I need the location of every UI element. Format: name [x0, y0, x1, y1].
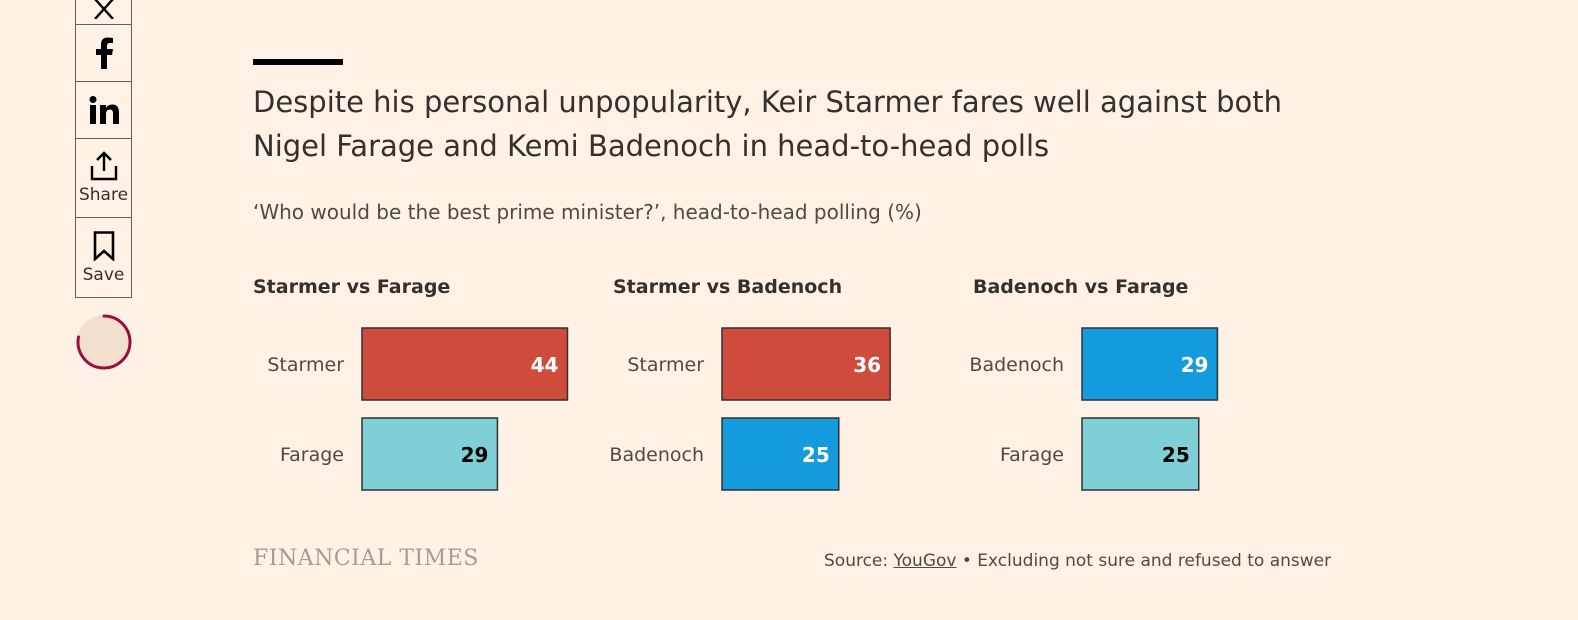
source-note: Source: YouGov • Excluding not sure and … [824, 551, 1331, 571]
share-button[interactable]: Share [75, 138, 132, 218]
panel-2: Starmer vs Badenoch Starmer 36 Badenoch 25 [609, 276, 953, 496]
panel-1: Starmer vs Farage Starmer 44 Farage 29 [253, 276, 593, 496]
category-label: Starmer [267, 354, 344, 376]
bar-badenoch [721, 417, 840, 491]
value-label: 44 [531, 353, 559, 377]
category-label: Badenoch [609, 444, 704, 466]
bar-starmer [721, 327, 891, 401]
category-label: Farage [280, 444, 344, 466]
linkedin-share-button[interactable] [75, 81, 132, 139]
panel-title: Badenoch vs Farage [973, 276, 1189, 298]
bar-farage [1081, 417, 1200, 491]
ft-logo: FINANCIAL TIMES [253, 546, 479, 571]
value-label: 25 [802, 443, 830, 467]
source-link[interactable]: YouGov [893, 551, 957, 571]
panel-title: Starmer vs Farage [253, 276, 451, 298]
panel-title: Starmer vs Badenoch [613, 276, 843, 298]
share-icon [90, 151, 117, 181]
source-text: • Excluding not sure and refused to answ… [956, 551, 1332, 571]
save-button[interactable]: Save [75, 217, 132, 298]
value-label: 36 [853, 353, 881, 377]
facebook-icon [95, 37, 113, 69]
graphic-top-rule [253, 59, 343, 65]
x-share-button[interactable] [75, 0, 132, 25]
category-label: Starmer [627, 354, 704, 376]
value-label: 29 [461, 443, 489, 467]
bar-starmer [361, 327, 569, 401]
category-label: Farage [1000, 444, 1064, 466]
bar-farage [361, 417, 499, 491]
panel-3-chart: Badenoch 29 Farage 25 [969, 327, 1219, 491]
panel-2-chart: Starmer 36 Badenoch 25 [609, 327, 891, 491]
category-label: Badenoch [969, 354, 1064, 376]
share-label: Share [78, 185, 129, 205]
bar-badenoch [1081, 327, 1219, 401]
chart-subtitle: ‘Who would be the best prime minister?’,… [253, 200, 922, 224]
source-prefix: Source: [824, 551, 894, 571]
value-label: 25 [1162, 443, 1190, 467]
facebook-share-button[interactable] [75, 24, 132, 82]
linkedin-icon [89, 96, 119, 124]
bookmark-icon [93, 230, 114, 261]
value-label: 29 [1181, 353, 1209, 377]
loading-spinner-icon [76, 314, 132, 370]
x-icon [93, 0, 114, 19]
chart-title: Despite his personal unpopularity, Keir … [253, 85, 1282, 163]
panel-3: Badenoch vs Farage Badenoch 29 Farage 25 [969, 276, 1313, 496]
save-label: Save [82, 264, 125, 285]
panel-1-chart: Starmer 44 Farage 29 [267, 327, 569, 491]
